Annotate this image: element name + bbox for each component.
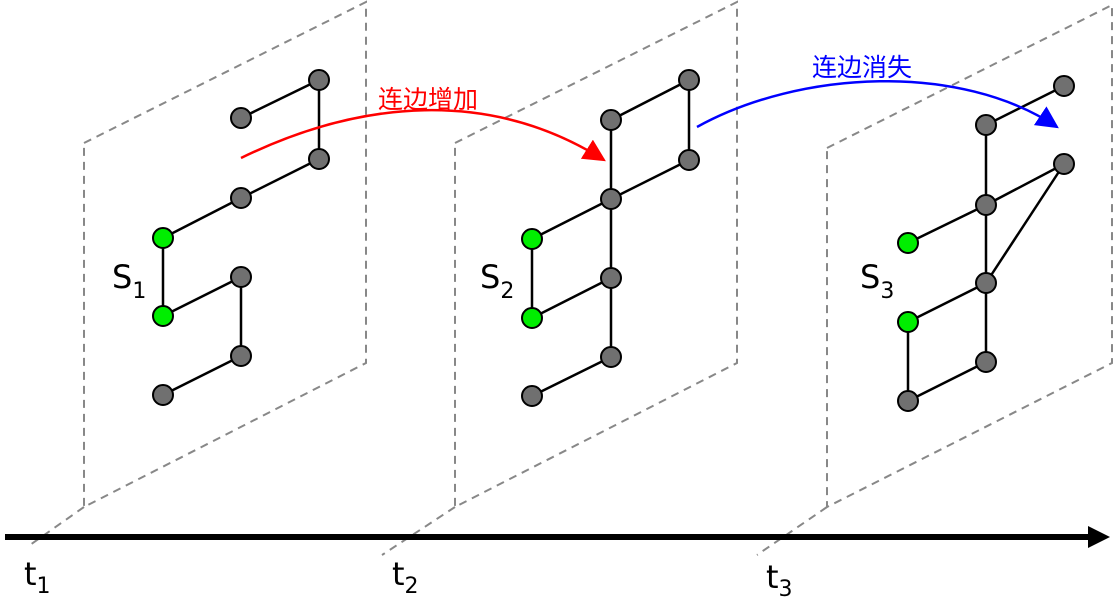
time-tick-label: t3 (766, 558, 793, 602)
graph-snapshot-1: S1 (112, 69, 330, 406)
node (600, 188, 622, 210)
time-tick-label: t2 (392, 555, 419, 599)
drop-line-3 (756, 506, 828, 556)
snapshot-label: S3 (860, 258, 894, 304)
edge-added-arrow (240, 109, 606, 162)
edge-removed-transition: 连边消失 (696, 53, 1059, 129)
edge-added-label: 连边增加 (378, 85, 478, 114)
drop-line-2 (381, 506, 456, 556)
time-tick-labels: t1 t2 t3 (24, 555, 793, 602)
edge (531, 197, 612, 241)
node (975, 194, 997, 216)
edge-added-transition: 连边增加 (240, 85, 606, 162)
edge (610, 158, 690, 201)
node (600, 267, 622, 289)
node (678, 149, 700, 171)
edge (162, 275, 242, 318)
edge (162, 354, 242, 397)
node (230, 266, 252, 288)
snapshot-planes (83, 0, 1113, 509)
time-drop-lines (29, 506, 828, 556)
edge (240, 157, 320, 200)
graph-snapshot-2: S2 (480, 69, 700, 407)
edge-removed-arrow (696, 80, 1059, 129)
nodes (152, 69, 330, 406)
node (975, 351, 997, 373)
node-highlighted (152, 227, 174, 249)
edges (906, 84, 1066, 403)
drop-line-1 (29, 506, 85, 546)
edges (161, 78, 321, 397)
nodes (897, 75, 1075, 412)
edge (610, 78, 690, 122)
edge (240, 78, 320, 120)
edge (531, 276, 612, 320)
node (1053, 153, 1075, 175)
node (230, 345, 252, 367)
node (230, 187, 252, 209)
node (1053, 75, 1075, 97)
edge (162, 196, 242, 240)
node-highlighted (897, 311, 919, 333)
edge (907, 281, 987, 324)
time-axis (5, 526, 1110, 548)
node (975, 272, 997, 294)
plane-3 (826, 3, 1113, 509)
node (308, 148, 330, 170)
edge (985, 162, 1065, 207)
node (230, 107, 252, 129)
node-highlighted (521, 307, 543, 329)
node (152, 384, 174, 406)
time-axis-arrowhead (1088, 526, 1110, 548)
node (678, 69, 700, 91)
edge (985, 84, 1065, 127)
node-highlighted (897, 232, 919, 254)
node (600, 346, 622, 368)
edge (531, 355, 612, 398)
snapshot-label: S1 (112, 258, 146, 304)
node-highlighted (152, 305, 174, 327)
edge-removed-label: 连边消失 (812, 53, 912, 82)
node (897, 390, 919, 412)
edge (984, 163, 1066, 284)
node (308, 69, 330, 91)
node-highlighted (521, 228, 543, 250)
edge (907, 360, 987, 403)
node (975, 114, 997, 136)
nodes (521, 69, 700, 407)
plane-1 (83, 0, 367, 509)
edge (907, 203, 987, 245)
graph-snapshot-3: S3 (860, 75, 1075, 412)
node (600, 109, 622, 131)
node (521, 385, 543, 407)
time-tick-label: t1 (24, 555, 51, 599)
snapshot-label: S2 (480, 258, 514, 304)
edges (530, 78, 691, 398)
plane-2 (454, 0, 738, 509)
